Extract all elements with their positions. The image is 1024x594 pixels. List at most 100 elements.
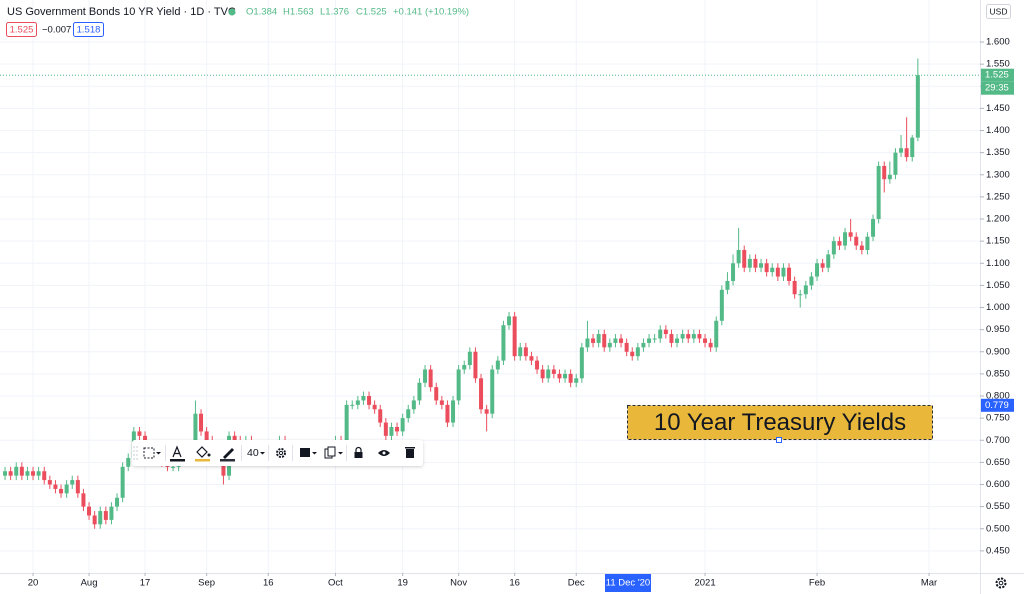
candle-body bbox=[31, 471, 36, 476]
candle-body bbox=[557, 373, 562, 379]
candle-body bbox=[736, 249, 741, 264]
candle-body bbox=[507, 316, 512, 326]
settings-button[interactable] bbox=[276, 448, 286, 458]
candle-body bbox=[445, 404, 450, 423]
candle-body bbox=[815, 263, 820, 277]
y-tick-label: 1.600 bbox=[986, 37, 1010, 48]
y-tick-label: 0.750 bbox=[986, 413, 1010, 424]
candle-body bbox=[221, 457, 226, 476]
candle-body bbox=[109, 506, 114, 520]
candle-body bbox=[484, 409, 489, 414]
currency[interactable]: USD bbox=[990, 6, 1008, 16]
candle-body bbox=[781, 267, 786, 277]
lock-button[interactable] bbox=[354, 446, 363, 459]
y-tick-label: 1.250 bbox=[986, 191, 1010, 202]
candle-body bbox=[19, 466, 24, 476]
currency-box[interactable] bbox=[986, 4, 1011, 19]
candle-body bbox=[893, 152, 898, 175]
annotation-box[interactable] bbox=[627, 405, 933, 440]
visual-order-button[interactable] bbox=[300, 448, 317, 457]
x-tick-label: 16 bbox=[509, 578, 520, 589]
candle-body bbox=[613, 338, 618, 343]
x-tick-label: 2021 bbox=[694, 578, 715, 589]
sell-price[interactable]: 1.525 bbox=[10, 25, 34, 36]
annotation-text[interactable]: 10 Year Treasury Yields bbox=[654, 409, 906, 436]
y-tick-label: 0.450 bbox=[986, 545, 1010, 556]
candle-body bbox=[81, 493, 86, 507]
candle-body bbox=[826, 254, 831, 268]
candle-body bbox=[512, 316, 517, 357]
y-tick-label: 1.400 bbox=[986, 125, 1010, 136]
candle-body bbox=[887, 174, 892, 180]
candle-body bbox=[669, 334, 674, 343]
candle-body bbox=[87, 506, 92, 516]
candle-body bbox=[882, 165, 887, 180]
candle-body bbox=[579, 347, 584, 379]
candle-body bbox=[383, 422, 388, 436]
y-tick-label: 0.700 bbox=[986, 435, 1010, 446]
crosshair-price-label: 0.779 bbox=[985, 400, 1009, 411]
candle-body bbox=[809, 276, 814, 286]
symbol-title: US Government Bonds 10 YR Yield · 1D · T… bbox=[7, 6, 236, 18]
candle-body bbox=[355, 400, 360, 405]
candle-body bbox=[171, 466, 176, 468]
annotation[interactable]: 10 Year Treasury Yields bbox=[627, 405, 933, 443]
candle-body bbox=[910, 137, 915, 158]
visibility-button[interactable] bbox=[378, 450, 390, 456]
font-size-dropdown[interactable] bbox=[260, 452, 265, 455]
candle-body bbox=[591, 338, 596, 343]
candle-body bbox=[8, 471, 13, 476]
candle-body bbox=[719, 289, 724, 321]
candle-body bbox=[47, 480, 52, 485]
candle-body bbox=[473, 351, 478, 379]
candle-body bbox=[406, 409, 411, 419]
candle-body bbox=[193, 413, 198, 445]
candle-body bbox=[607, 342, 612, 348]
font-size-value[interactable]: 40 bbox=[247, 447, 259, 459]
candle-body bbox=[434, 387, 439, 401]
ohlc-change: +0.141 (+10.19%) bbox=[393, 7, 469, 18]
sell-box[interactable] bbox=[6, 22, 37, 37]
candle-body bbox=[467, 351, 472, 366]
candle-body bbox=[367, 396, 372, 405]
x-tick-label: Aug bbox=[81, 578, 98, 589]
countdown: 29:35 bbox=[985, 83, 1009, 94]
candle-body bbox=[915, 75, 920, 138]
candle-body bbox=[596, 334, 601, 343]
clone-button[interactable] bbox=[324, 446, 343, 459]
candle-body bbox=[731, 263, 736, 281]
toolbar-grip[interactable] bbox=[133, 446, 138, 460]
text-color-button[interactable] bbox=[170, 445, 185, 462]
axis-settings[interactable] bbox=[995, 577, 1007, 589]
candle-body bbox=[747, 258, 752, 268]
x-tick-label: Feb bbox=[809, 578, 825, 589]
candle-body bbox=[98, 511, 103, 525]
candle-body bbox=[871, 219, 876, 237]
y-tick-label: 1.000 bbox=[986, 302, 1010, 313]
y-tick-label: 1.150 bbox=[986, 236, 1010, 247]
fill-color-button[interactable] bbox=[195, 446, 211, 462]
template-button[interactable] bbox=[143, 447, 161, 459]
candle-body bbox=[523, 347, 528, 357]
delete-button[interactable] bbox=[405, 447, 415, 458]
y-tick-label: 1.350 bbox=[986, 147, 1010, 158]
candle-body bbox=[495, 360, 500, 370]
y-tick-label: 0.850 bbox=[986, 368, 1010, 379]
candle-body bbox=[708, 342, 713, 348]
candle-body bbox=[691, 334, 696, 339]
y-tick-label: 1.300 bbox=[986, 169, 1010, 180]
candle-body bbox=[770, 267, 775, 273]
candle-body bbox=[535, 360, 540, 370]
y-tick-label: 0.650 bbox=[986, 457, 1010, 468]
candle-body bbox=[675, 338, 680, 343]
candle-body bbox=[764, 263, 769, 273]
candle-body bbox=[602, 334, 607, 348]
border-color-button[interactable] bbox=[220, 448, 235, 462]
buy-box[interactable] bbox=[73, 22, 104, 37]
candle-body bbox=[42, 471, 47, 481]
annotation-handle[interactable] bbox=[776, 437, 782, 443]
candle-body bbox=[899, 148, 904, 153]
buy-price[interactable]: 1.518 bbox=[77, 25, 101, 36]
y-tick-label: 1.550 bbox=[986, 59, 1010, 70]
